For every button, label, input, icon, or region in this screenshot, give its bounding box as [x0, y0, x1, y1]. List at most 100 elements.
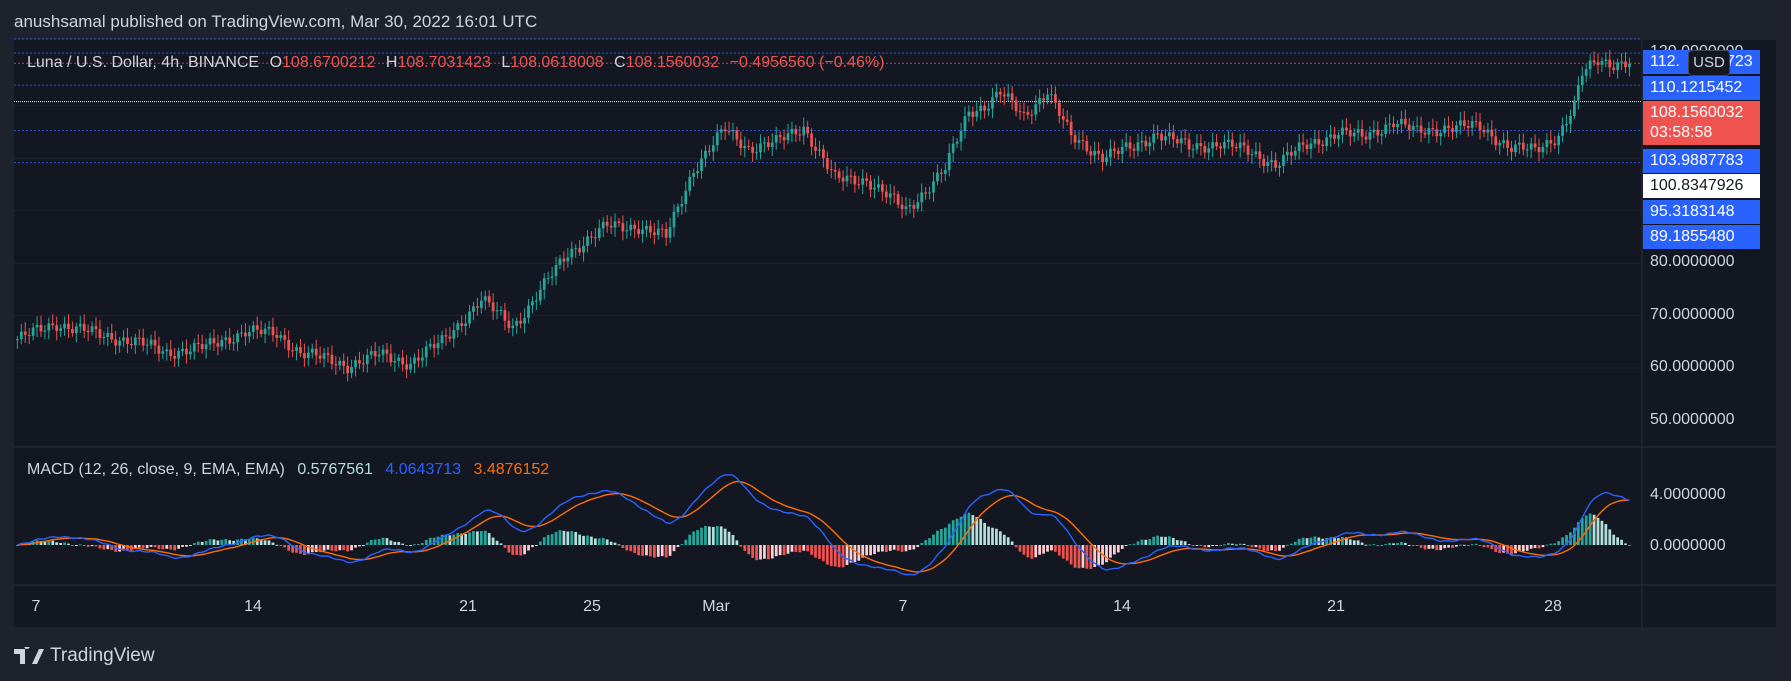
- candle-body: [35, 324, 39, 328]
- candle-body: [1600, 61, 1604, 65]
- macd-histogram-bar: [39, 541, 43, 545]
- close-key: C: [614, 54, 626, 71]
- macd-histogram-bar: [420, 543, 424, 545]
- macd-histogram-bar: [350, 545, 353, 551]
- candle-body: [1557, 135, 1561, 146]
- macd-histogram-bar: [1089, 545, 1093, 570]
- candle-body: [1270, 160, 1274, 163]
- macd-histogram-bar: [279, 545, 283, 546]
- macd-histogram-bar: [43, 541, 47, 545]
- candle-body: [1561, 125, 1564, 136]
- macd-histogram-bar: [291, 545, 294, 553]
- candle-body: [255, 325, 259, 330]
- candle-body: [381, 349, 385, 355]
- macd-histogram-bar: [405, 545, 409, 546]
- candle-body: [133, 337, 137, 346]
- macd-histogram-bar: [550, 534, 554, 545]
- macd-histogram-bar: [1490, 545, 1494, 550]
- macd-histogram-bar: [1148, 539, 1152, 545]
- macd-histogram-bar: [873, 545, 876, 555]
- candle-body: [586, 236, 589, 246]
- candle-body: [495, 310, 499, 312]
- macd-axis-label: 0.0000000: [1650, 537, 1726, 554]
- macd-histogram-bar: [177, 545, 180, 549]
- candle-body: [1054, 94, 1057, 103]
- candle-body: [1584, 69, 1588, 76]
- macd-histogram-bar: [814, 545, 817, 558]
- candle-body: [47, 323, 51, 331]
- candle-body: [590, 236, 593, 238]
- candle-body: [853, 175, 857, 185]
- macd-histogram-bar: [318, 545, 322, 553]
- candle-body: [857, 184, 861, 186]
- macd-histogram-bar: [1443, 545, 1447, 549]
- candle-body: [1624, 61, 1627, 68]
- macd-histogram-bar: [531, 545, 534, 548]
- macd-histogram-bar: [432, 537, 436, 545]
- candle-body: [86, 330, 90, 333]
- candle-body: [1034, 104, 1038, 115]
- macd-histogram-bar: [1250, 545, 1254, 548]
- macd-histogram-bar: [881, 545, 884, 552]
- candle-body: [1266, 162, 1270, 167]
- macd-histogram-bar: [542, 537, 546, 545]
- candle-body: [98, 329, 102, 338]
- macd-histogram-bar: [668, 545, 672, 556]
- candle-body: [1077, 140, 1081, 143]
- candle-body: [892, 193, 896, 195]
- candle-body: [417, 357, 420, 361]
- candle-body: [1333, 134, 1336, 139]
- candle-body: [1451, 128, 1454, 133]
- macd-histogram-bar: [314, 545, 318, 553]
- macd-histogram-bar: [240, 538, 243, 545]
- macd-histogram-bar: [1455, 545, 1458, 547]
- candle-body: [979, 105, 983, 112]
- candle-body: [118, 340, 121, 346]
- symbol-legend: Luna / U.S. Dollar, 4h, BINANCE O108.670…: [27, 54, 884, 72]
- candle-body: [1065, 119, 1069, 122]
- currency-badge[interactable]: USD: [1688, 50, 1730, 76]
- time-axis-label: 25: [583, 598, 601, 615]
- macd-histogram-bar: [1144, 539, 1148, 545]
- candle-body: [145, 344, 149, 346]
- macd-histogram-bar: [1502, 545, 1506, 553]
- candle-body: [1506, 140, 1509, 148]
- tradingview-logo-icon: [14, 647, 44, 665]
- macd-histogram-bar: [1136, 541, 1140, 545]
- macd-histogram-bar: [1435, 545, 1439, 551]
- tradingview-logo[interactable]: TradingView: [14, 645, 155, 667]
- candle-body: [672, 211, 676, 228]
- candle-body: [354, 360, 357, 368]
- candle-body: [1514, 144, 1517, 153]
- macd-histogram-bar: [464, 533, 467, 545]
- macd-histogram-bar: [684, 539, 688, 545]
- candle-body: [1274, 160, 1277, 168]
- candle-body: [1415, 125, 1419, 127]
- candle-body: [916, 202, 920, 209]
- candle-body: [507, 320, 511, 329]
- macd-histogram-bar: [71, 545, 74, 546]
- macd-histogram-bar: [153, 545, 157, 548]
- macd-histogram-bar: [582, 535, 585, 545]
- macd-histogram-bar: [1573, 527, 1576, 545]
- macd-histogram-bar: [200, 541, 204, 545]
- publisher-header: anushsamal published on TradingView.com,…: [14, 12, 538, 31]
- candle-body: [743, 145, 747, 149]
- macd-histogram-bar: [1348, 539, 1352, 545]
- candle-body: [656, 228, 660, 235]
- macd-histogram-bar: [161, 545, 165, 550]
- chart-area[interactable]: [14, 40, 1776, 627]
- candle-body: [169, 349, 173, 357]
- macd-histogram-bar: [381, 537, 385, 545]
- macd-histogram-bar: [1215, 545, 1218, 546]
- macd-histogram-bar: [204, 541, 208, 545]
- macd-histogram-bar: [1541, 545, 1545, 548]
- macd-histogram-bar: [1164, 536, 1167, 545]
- macd-histogram-bar: [259, 540, 263, 545]
- candle-body: [330, 354, 334, 365]
- candle-body: [920, 192, 924, 203]
- macd-histogram-bar: [1293, 541, 1297, 545]
- macd-histogram-bar: [295, 545, 298, 553]
- candle-body: [511, 325, 515, 329]
- candle-body: [456, 323, 460, 331]
